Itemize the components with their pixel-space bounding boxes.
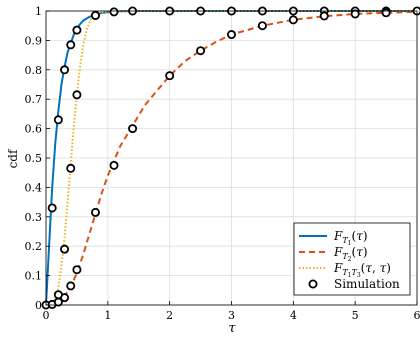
simulation-point [66,163,76,173]
simulation-point [90,207,100,217]
x-axis-label: τ [228,321,236,336]
simulation-point [66,40,76,50]
simulation-point [128,124,138,134]
y-tick-label: 0.9 [25,34,43,47]
legend-swatch-simulation [308,279,318,289]
tick-labels: 0 1 2 3 4 5 6 0 0.1 0.2 0.3 0.4 0.5 0.6 0.7 0.8 0.9 1 [25,5,420,322]
simulation-point [109,7,119,17]
x-tick-label: 3 [228,309,235,322]
simulation-point [47,203,57,213]
y-tick-label: 0.8 [25,64,43,77]
simulation-point [165,71,175,81]
simulation-point [66,281,76,291]
legend-label-t1t3: FT1T3(τ, τ) [333,261,391,279]
y-axis-label: cdf [6,148,20,168]
y-tick-label: 0.7 [25,93,43,106]
simulation-point [257,21,267,31]
y-tick-label: 1 [35,5,42,18]
x-tick-label: 6 [414,309,420,322]
y-tick-label: 0.2 [25,240,43,253]
simulation-point [226,30,236,40]
simulation-point [53,290,63,300]
y-tick-label: 0.4 [25,181,43,194]
simulation-point [288,15,298,25]
x-tick-label: 0 [43,309,50,322]
x-tick-label: 1 [104,309,111,322]
simulation-point [90,10,100,20]
simulation-point [72,90,82,100]
simulation-point [196,46,206,56]
x-tick-label: 4 [290,309,297,322]
x-tick-label: 5 [352,309,359,322]
simulation-point [109,160,119,170]
y-tick-label: 0.1 [25,270,43,283]
simulation-point [319,11,329,21]
y-tick-label: 0.3 [25,211,43,224]
x-tick-label: 2 [166,309,173,322]
simulation-point [72,265,82,275]
y-tick-label: 0 [35,299,42,312]
legend-label-t2: FT2(τ) [333,245,368,263]
simulation-point [72,25,82,35]
simulation-point [60,244,70,254]
legend-label-t1: FT1(τ) [333,229,368,247]
simulation-point [381,8,391,18]
y-tick-label: 0.6 [25,123,43,136]
legend: FT1(τ) FT2(τ) FT1T3(τ, τ) Simulation [293,222,411,296]
axes-frame [45,10,418,306]
simulation-point [60,65,70,75]
legend-label-simulation: Simulation [334,277,400,291]
simulation-point [53,115,63,125]
simulation-point [350,9,360,19]
y-tick-label: 0.5 [25,152,43,165]
